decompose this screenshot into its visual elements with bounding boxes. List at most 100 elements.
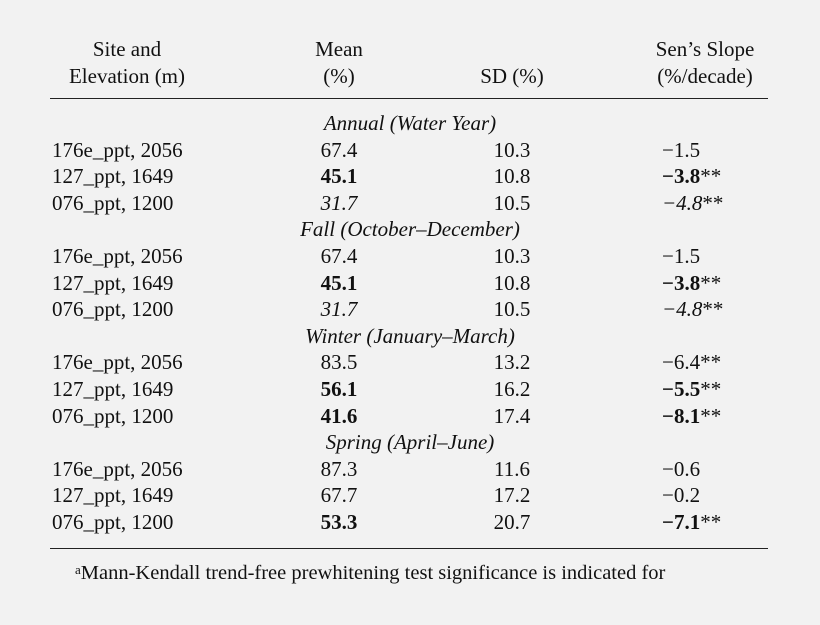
sd-cell: 10.3	[493, 244, 531, 268]
header-mean-line2: (%)	[323, 64, 355, 88]
table-row: 176e_ppt, 2056 67.4 10.3 −1.5	[0, 137, 820, 163]
header-mean-line1: Mean	[315, 37, 363, 61]
header-slope: Sen’s Slope (%/decade)	[640, 36, 770, 90]
mean-cell: 45.1	[320, 270, 358, 295]
table-row: 076_ppt, 1200 31.7 10.5 −4.8**	[0, 296, 820, 322]
significance-stars: **	[702, 297, 724, 322]
significance-stars: **	[700, 403, 722, 428]
table-row: 076_ppt, 1200 41.6 17.4 −8.1**	[0, 403, 820, 429]
significance-stars: **	[702, 190, 724, 215]
slope-cell: −3.8**	[662, 270, 782, 296]
sd-cell: 11.6	[494, 456, 530, 481]
mean-cell: 41.6	[320, 403, 358, 428]
header-site: Site and Elevation (m)	[62, 36, 192, 90]
slope-cell: −1.5	[662, 243, 782, 269]
mean-cell: 31.7	[320, 297, 358, 322]
sd-cell: 10.5	[493, 190, 531, 215]
site-cell: 176e_ppt, 2056	[52, 137, 183, 162]
slope-value: −0.2	[662, 483, 701, 508]
section-title: Fall (October–December)	[300, 217, 520, 242]
section-title: Winter (January–March)	[305, 323, 515, 348]
header-sd: SD (%)	[462, 36, 562, 90]
slope-cell: −0.2	[662, 482, 782, 508]
site-cell: 076_ppt, 1200	[52, 510, 174, 534]
slope-cell: −4.8**	[662, 190, 782, 216]
sd-cell: 10.5	[493, 297, 531, 322]
table-row: 076_ppt, 1200 31.7 10.5 −4.8**	[0, 190, 820, 216]
significance-stars: **	[700, 350, 722, 375]
header-rule	[50, 98, 768, 99]
header-mean: Mean (%)	[294, 36, 384, 90]
slope-value: −1.5	[662, 244, 701, 268]
site-cell: 176e_ppt, 2056	[52, 456, 183, 481]
slope-cell: −4.8**	[662, 296, 782, 322]
header-slope-line2: (%/decade)	[657, 64, 753, 88]
slope-value: −8.1	[662, 403, 701, 428]
table-row: 127_ppt, 1649 56.1 16.2 −5.5**	[0, 376, 820, 402]
slope-value: −7.1	[662, 510, 701, 534]
slope-cell: −7.1**	[662, 509, 782, 535]
mean-cell: 53.3	[320, 510, 358, 534]
bottom-rule	[50, 548, 768, 549]
site-cell: 127_ppt, 1649	[52, 483, 174, 508]
table-row: 176e_ppt, 2056 83.5 13.2 −6.4**	[0, 349, 820, 375]
slope-value: −4.8	[662, 190, 703, 215]
slope-cell: −0.6	[662, 456, 782, 482]
mean-cell: 87.3	[320, 456, 358, 481]
slope-cell: −1.5	[662, 137, 782, 163]
sd-cell: 20.7	[493, 510, 531, 534]
mean-cell: 45.1	[320, 164, 358, 189]
header-site-line2: Elevation (m)	[68, 64, 186, 88]
sd-cell: 10.3	[493, 137, 531, 162]
sd-cell: 16.2	[493, 377, 531, 401]
mean-cell: 83.5	[320, 350, 358, 375]
slope-value: −5.5	[662, 377, 701, 401]
sd-cell: 17.2	[493, 483, 531, 508]
slope-value: −3.8	[662, 164, 701, 189]
slope-value: −1.5	[662, 137, 701, 162]
slope-cell: −8.1**	[662, 403, 782, 429]
header-slope-line1: Sen’s Slope	[655, 37, 755, 61]
site-cell: 127_ppt, 1649	[52, 164, 174, 189]
slope-value: −3.8	[662, 270, 701, 295]
slope-value: −6.4	[662, 350, 701, 375]
footnote-text: Mann-Kendall trend-free prewhitening tes…	[80, 562, 666, 584]
table-row: 176e_ppt, 2056 87.3 11.6 −0.6	[0, 456, 820, 482]
section-title: Spring (April–June)	[325, 430, 495, 455]
site-cell: 127_ppt, 1649	[52, 270, 174, 295]
sd-cell: 10.8	[493, 270, 531, 295]
section-title: Annual (Water Year)	[323, 111, 497, 135]
site-cell: 127_ppt, 1649	[52, 377, 174, 401]
site-cell: 076_ppt, 1200	[52, 297, 174, 322]
significance-stars: **	[700, 270, 722, 295]
significance-stars: **	[700, 510, 722, 534]
slope-value: −4.8	[662, 297, 703, 322]
sd-cell: 10.8	[493, 164, 531, 189]
footnote-marker: a	[75, 562, 81, 577]
site-cell: 176e_ppt, 2056	[52, 244, 183, 268]
slope-value: −0.6	[662, 456, 701, 481]
table-row: 076_ppt, 1200 53.3 20.7 −7.1**	[0, 509, 820, 535]
table-row: 127_ppt, 1649 67.7 17.2 −0.2	[0, 482, 820, 508]
mean-cell: 67.4	[320, 244, 358, 268]
mean-cell: 67.4	[320, 137, 358, 162]
site-cell: 176e_ppt, 2056	[52, 350, 183, 375]
slope-cell: −5.5**	[662, 376, 782, 402]
site-cell: 076_ppt, 1200	[52, 403, 174, 428]
header-sd-label: SD (%)	[480, 64, 544, 88]
table-row: 127_ppt, 1649 45.1 10.8 −3.8**	[0, 270, 820, 296]
significance-stars: **	[700, 377, 722, 401]
mean-cell: 56.1	[320, 377, 358, 401]
slope-cell: −6.4**	[662, 349, 782, 375]
sd-cell: 13.2	[493, 350, 531, 375]
site-cell: 076_ppt, 1200	[52, 190, 174, 215]
mean-cell: 67.7	[320, 483, 358, 508]
table-row: 176e_ppt, 2056 67.4 10.3 −1.5	[0, 243, 820, 269]
significance-stars: **	[700, 164, 722, 189]
slope-cell: −3.8**	[662, 163, 782, 189]
table-row: 127_ppt, 1649 45.1 10.8 −3.8**	[0, 163, 820, 189]
mean-cell: 31.7	[320, 190, 358, 215]
header-site-line1: Site and	[92, 37, 162, 61]
footnote: aMann-Kendall trend-free prewhitening te…	[75, 560, 665, 586]
